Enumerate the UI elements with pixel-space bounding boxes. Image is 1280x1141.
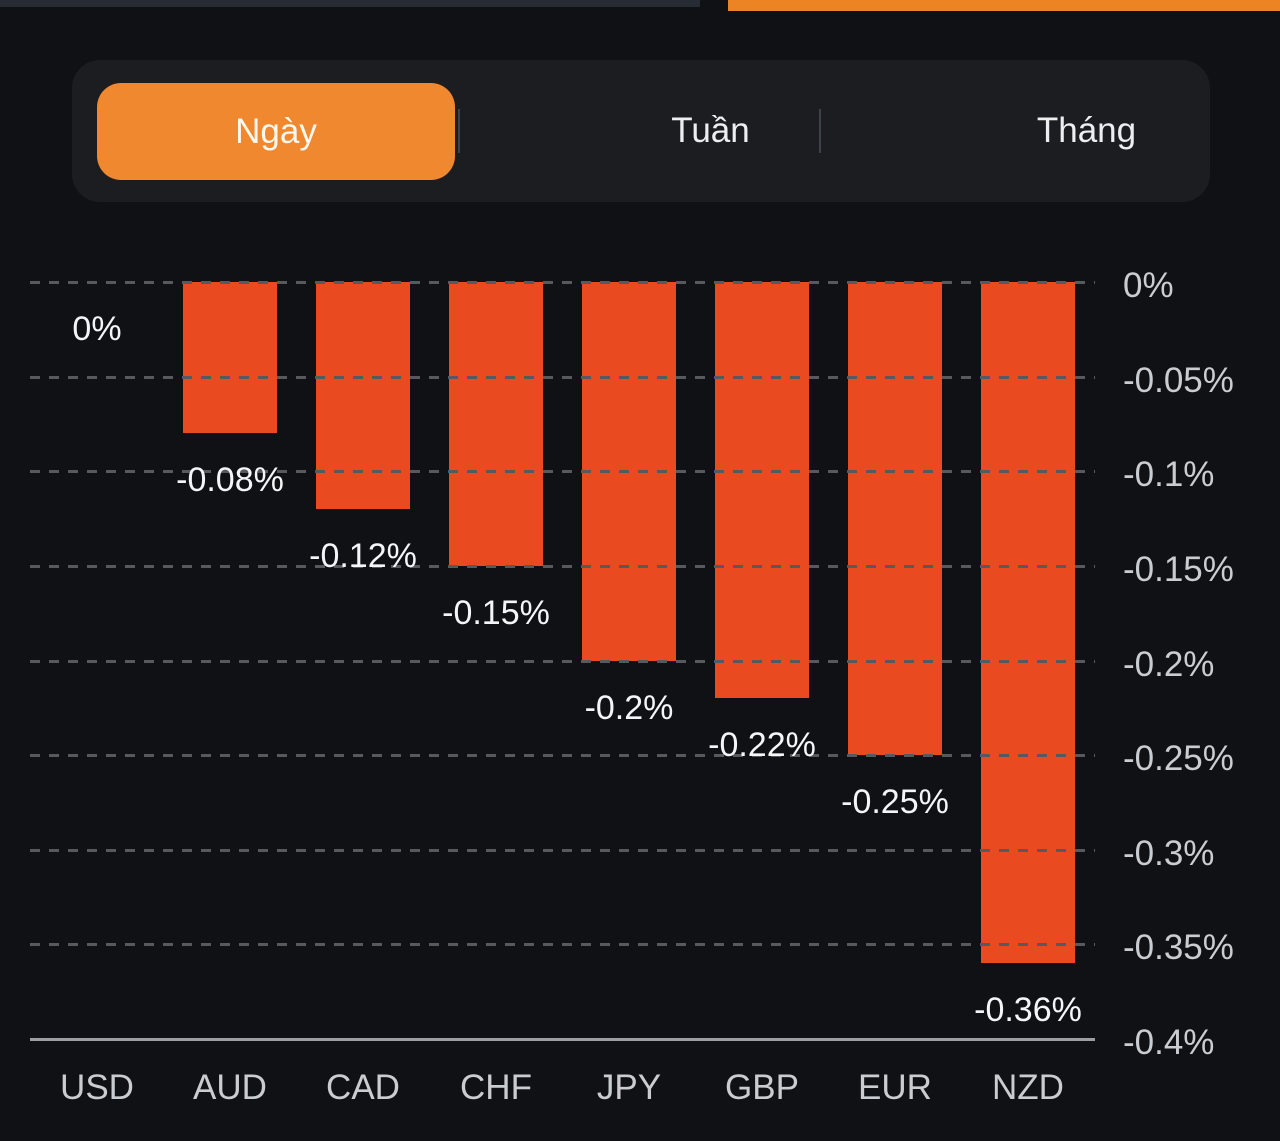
x-axis-label-NZD: NZD [992,1068,1064,1107]
y-axis-tick-label: -0.25% [1123,739,1234,778]
gridline [30,943,1095,946]
tab-month-label: Tháng [1036,111,1137,150]
y-axis-tick-label: -0.1% [1123,455,1215,494]
gridline [30,565,1095,568]
tab-week-label: Tuần [671,111,750,150]
value-label-JPY: -0.2% [584,689,674,727]
value-label-USD: 0% [72,310,122,348]
bar-CAD[interactable] [316,282,410,509]
gridline [30,660,1095,663]
gridline [30,281,1095,284]
top-progress-track [0,0,700,7]
tab-divider [819,109,821,153]
gridline [30,754,1095,757]
x-axis-label-USD: USD [60,1068,134,1107]
x-axis-label-GBP: GBP [725,1068,799,1107]
y-axis-tick-label: -0.35% [1123,928,1234,967]
value-label-EUR: -0.25% [841,783,949,821]
value-label-AUD: -0.08% [176,461,284,499]
x-axis-label-AUD: AUD [193,1068,267,1107]
tab-week[interactable]: Tuần [530,60,891,202]
bar-NZD[interactable] [981,282,1075,963]
bar-EUR[interactable] [848,282,942,755]
bar-CHF[interactable] [449,282,543,566]
top-progress-accent-bar [728,0,1280,11]
tab-day-label: Ngày [235,111,317,151]
value-label-CAD: -0.12% [309,537,417,575]
y-axis-tick-label: -0.2% [1123,645,1215,684]
y-axis-tick-label: -0.05% [1123,361,1234,400]
gridline [30,470,1095,473]
y-axis-tick-label: -0.3% [1123,834,1215,873]
gridline [30,1038,1095,1041]
tab-month[interactable]: Tháng [891,60,1280,202]
y-axis-tick-label: -0.15% [1123,550,1234,589]
x-axis-label-EUR: EUR [858,1068,932,1107]
value-label-GBP: -0.22% [708,726,816,764]
y-axis-tick-label: 0% [1123,266,1174,305]
gridline [30,376,1095,379]
x-axis-label-CHF: CHF [460,1068,532,1107]
bar-AUD[interactable] [183,282,277,433]
tab-day[interactable]: Ngày [97,83,455,180]
y-axis-tick-label: -0.4% [1123,1023,1215,1062]
gridline [30,849,1095,852]
value-label-CHF: -0.15% [442,594,550,632]
bar-GBP[interactable] [715,282,809,698]
x-axis-label-JPY: JPY [596,1068,662,1107]
value-label-NZD: -0.36% [974,991,1082,1029]
x-axis-label-CAD: CAD [326,1068,400,1107]
period-tab-bar: Ngày Tuần Tháng [72,60,1210,202]
tab-divider [458,109,460,153]
